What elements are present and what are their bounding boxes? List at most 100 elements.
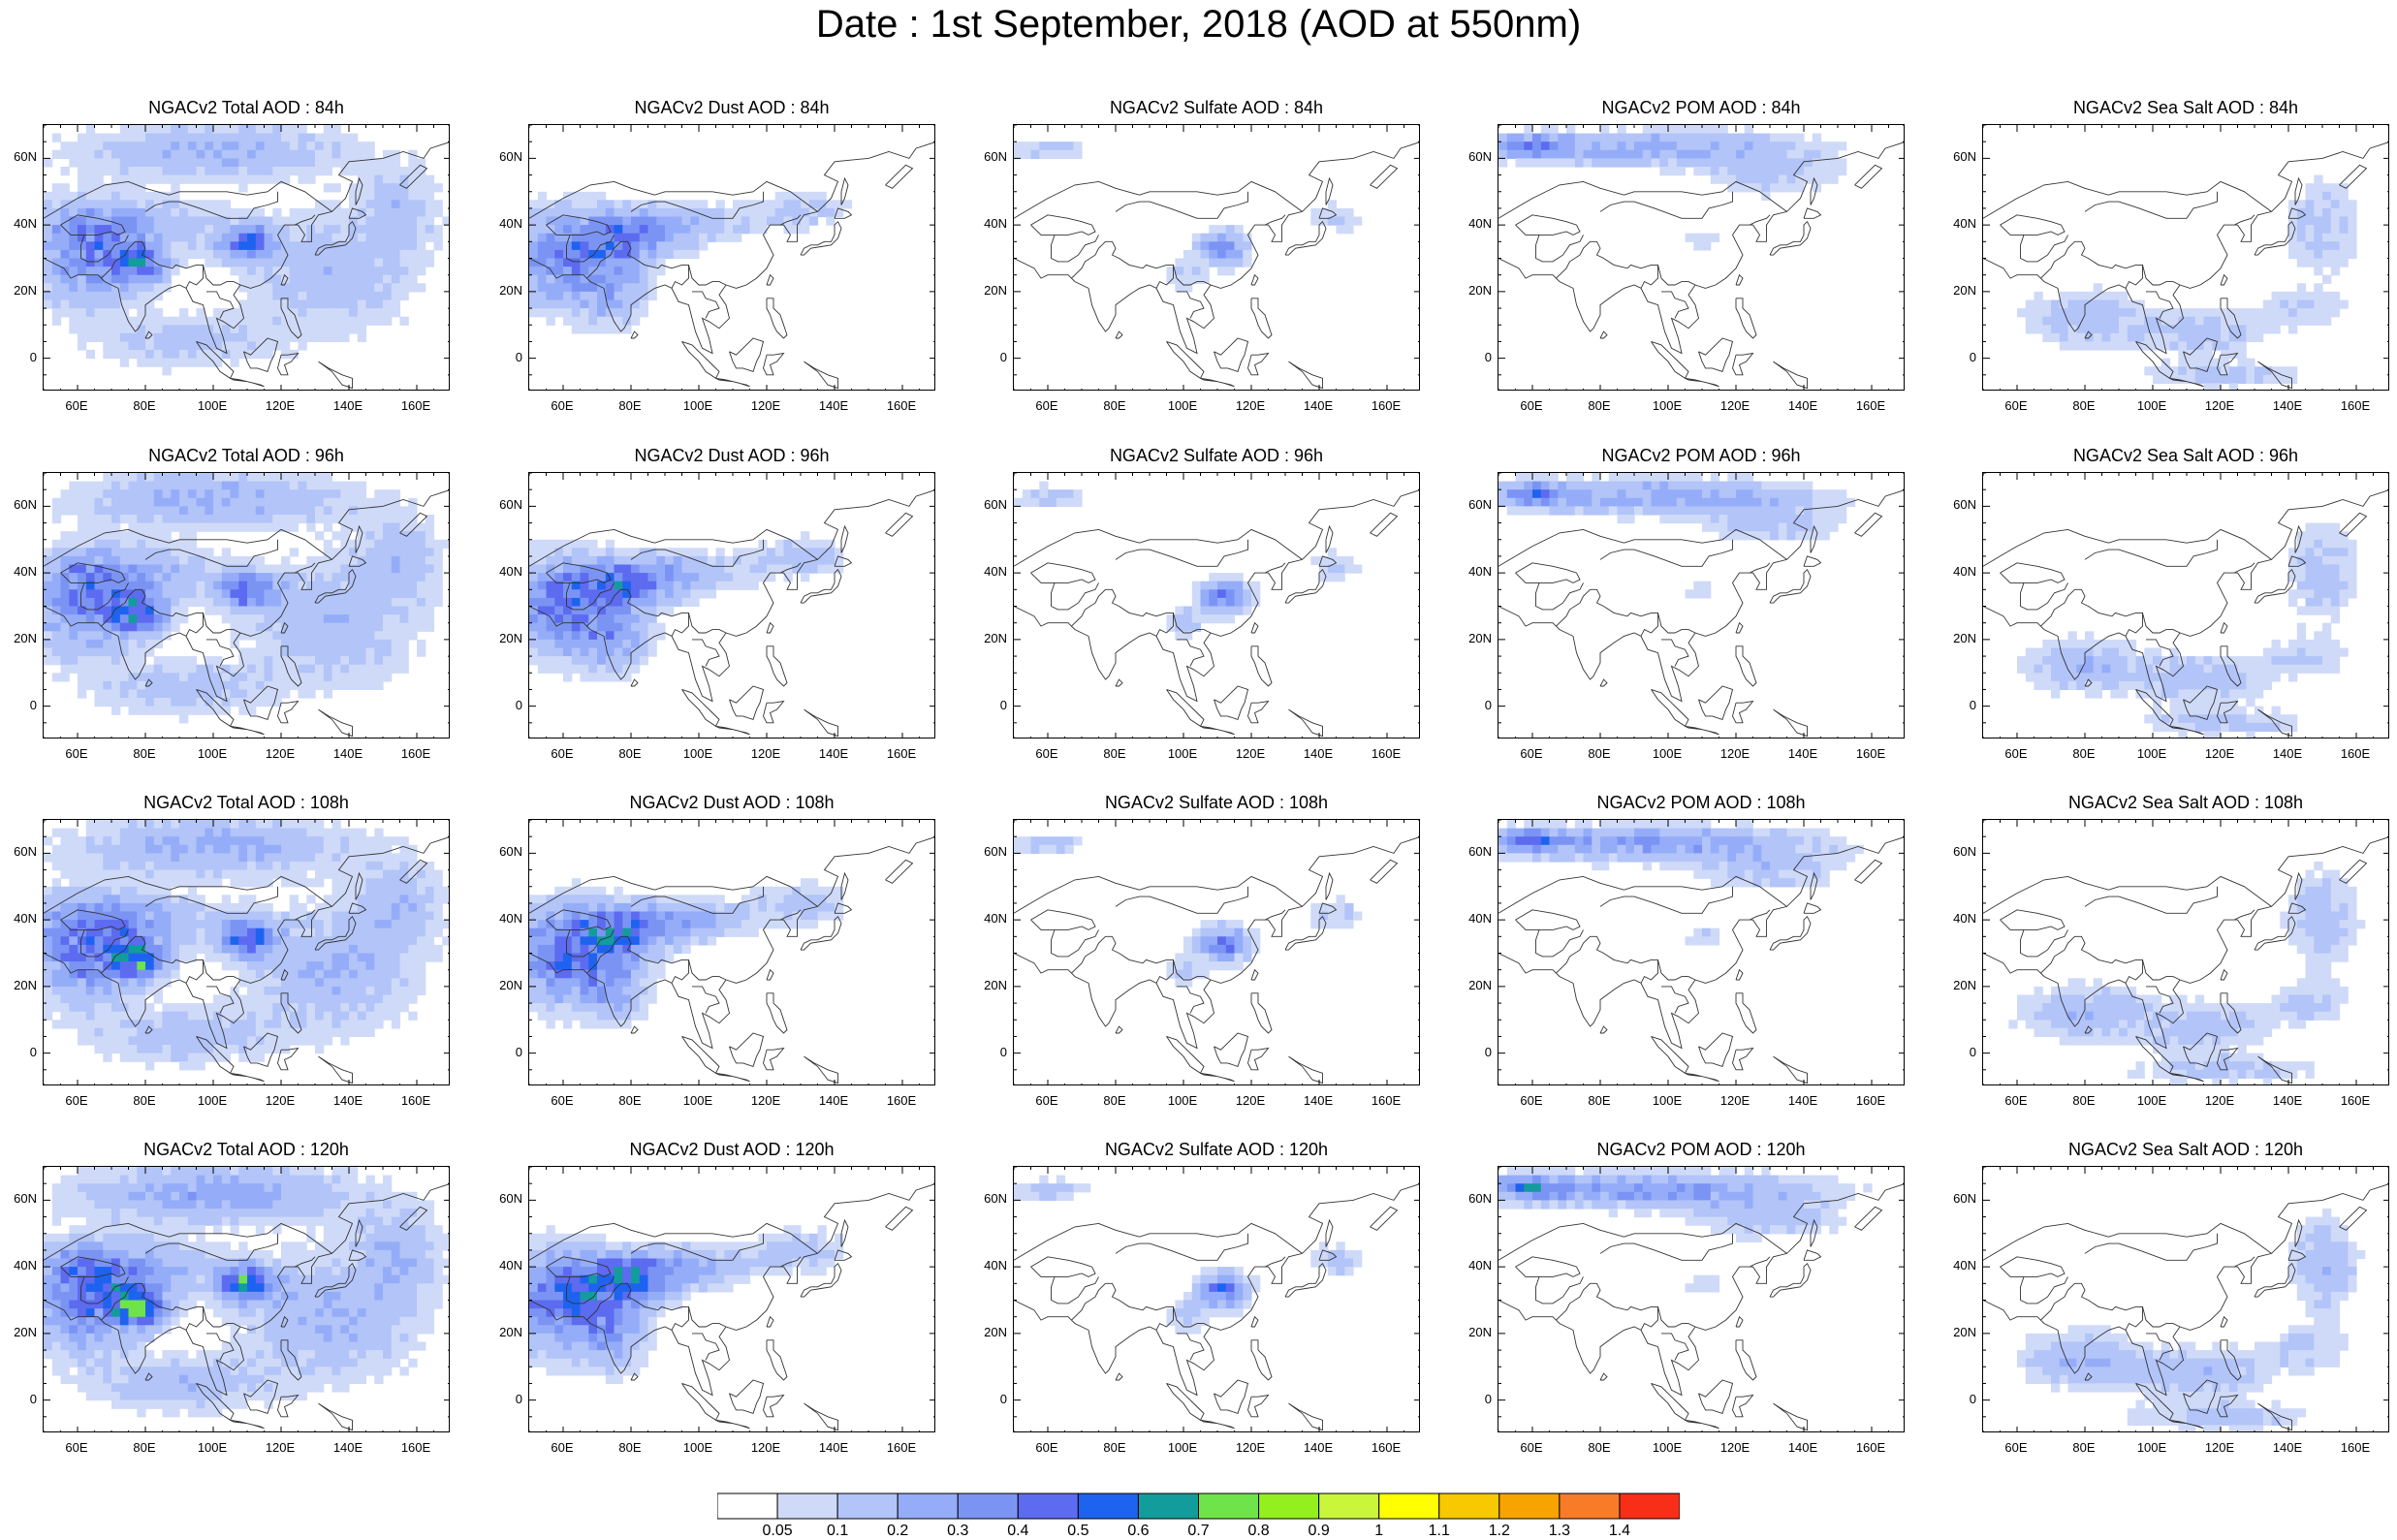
aod-map — [528, 124, 935, 391]
aod-cell — [171, 523, 179, 532]
aod-cell — [1761, 482, 1770, 490]
aod-cell — [1584, 158, 1593, 167]
aod-cell — [290, 515, 299, 523]
aod-cell — [272, 134, 281, 142]
aod-cell — [1745, 482, 1753, 490]
aod-cell — [2094, 283, 2102, 292]
aod-cell — [588, 540, 597, 549]
aod-cell — [145, 548, 154, 556]
aod-cell — [538, 250, 547, 259]
aod-cell — [340, 234, 349, 242]
aod-cell — [2280, 648, 2288, 657]
aod-cell — [44, 573, 52, 581]
aod-cell — [572, 656, 581, 665]
aod-cell — [572, 598, 581, 607]
aod-cell — [306, 573, 315, 581]
aod-cell — [1821, 175, 1830, 184]
aod-cell — [366, 623, 375, 632]
aod-cell — [1761, 523, 1770, 532]
aod-cell — [120, 482, 129, 490]
aod-cell — [1779, 150, 1787, 159]
aod-cell — [682, 217, 691, 226]
aod-cell — [154, 275, 163, 284]
aod-cell — [78, 217, 86, 226]
aod-cell — [818, 556, 827, 565]
aod-cell — [1821, 141, 1830, 150]
border — [1600, 540, 1733, 567]
aod-cell — [95, 141, 104, 150]
aod-cell — [188, 250, 197, 259]
aod-cell — [1226, 234, 1235, 242]
aod-cell — [538, 623, 547, 632]
lon-tick-label: 160E — [1362, 399, 1410, 413]
aod-cell — [366, 167, 375, 175]
aod-cell — [1524, 473, 1532, 482]
aod-cell — [2340, 540, 2349, 549]
aod-cell — [1693, 125, 1702, 134]
aod-cell — [622, 292, 631, 300]
aod-cell — [1566, 498, 1575, 507]
aod-cell — [358, 573, 366, 581]
lon-tick-label: 80E — [120, 747, 169, 761]
aod-cell — [1235, 259, 1244, 267]
aod-cell — [2280, 300, 2288, 309]
aod-cell — [648, 556, 657, 565]
aod-cell — [606, 631, 615, 640]
aod-cell — [563, 614, 572, 623]
aod-cell — [2288, 292, 2297, 300]
aod-cell — [2306, 250, 2315, 259]
aod-cell — [324, 689, 332, 698]
aod-cell — [103, 241, 111, 250]
aod-cell — [1235, 234, 1244, 242]
aod-cell — [69, 317, 78, 326]
aod-cell — [716, 234, 725, 242]
aod-cell — [2306, 540, 2315, 549]
aod-cell — [775, 548, 784, 556]
lon-tick-label: 80E — [1090, 747, 1139, 761]
aod-cell — [1686, 141, 1694, 150]
aod-cell — [86, 267, 95, 275]
aod-cell — [137, 673, 145, 681]
aod-cell — [2340, 250, 2349, 259]
aod-cell — [163, 498, 172, 507]
aod-cell — [315, 267, 324, 275]
aod-cell — [213, 200, 222, 208]
aod-cell — [2229, 366, 2238, 375]
aod-cell — [775, 556, 784, 565]
aod-cell — [238, 523, 247, 532]
aod-cell — [188, 158, 197, 167]
aod-cell — [256, 125, 265, 134]
aod-cell — [188, 482, 197, 490]
aod-cell — [1566, 134, 1575, 142]
aod-cell — [1702, 141, 1711, 150]
aod-cell — [103, 581, 111, 590]
lon-tick-label: 100E — [674, 399, 722, 413]
aod-cell — [1618, 125, 1626, 134]
aod-cell — [256, 581, 265, 590]
aod-cell — [324, 167, 332, 175]
aod-cell — [306, 665, 315, 674]
aod-cell — [2246, 366, 2255, 375]
aod-cell — [231, 489, 239, 498]
lat-tick-label: 20N — [0, 632, 37, 645]
aod-cell — [358, 581, 366, 590]
aod-cell — [290, 614, 299, 623]
aod-cell — [95, 498, 104, 507]
aod-cell — [120, 134, 129, 142]
aod-cell — [197, 141, 205, 150]
aod-cell — [2314, 548, 2322, 556]
aod-cell — [1804, 506, 1813, 515]
aod-cell — [231, 515, 239, 523]
aod-cell — [750, 556, 759, 565]
aod-cell — [145, 489, 154, 498]
aod-cell — [272, 283, 281, 292]
aod-cell — [154, 125, 163, 134]
aod-cell — [538, 300, 547, 309]
aod-cell — [434, 573, 443, 581]
aod-cell — [572, 267, 581, 275]
aod-cell — [154, 341, 163, 350]
coastline — [730, 686, 764, 719]
aod-cell — [78, 531, 86, 540]
aod-cell — [222, 175, 231, 184]
aod-cell — [2110, 300, 2119, 309]
